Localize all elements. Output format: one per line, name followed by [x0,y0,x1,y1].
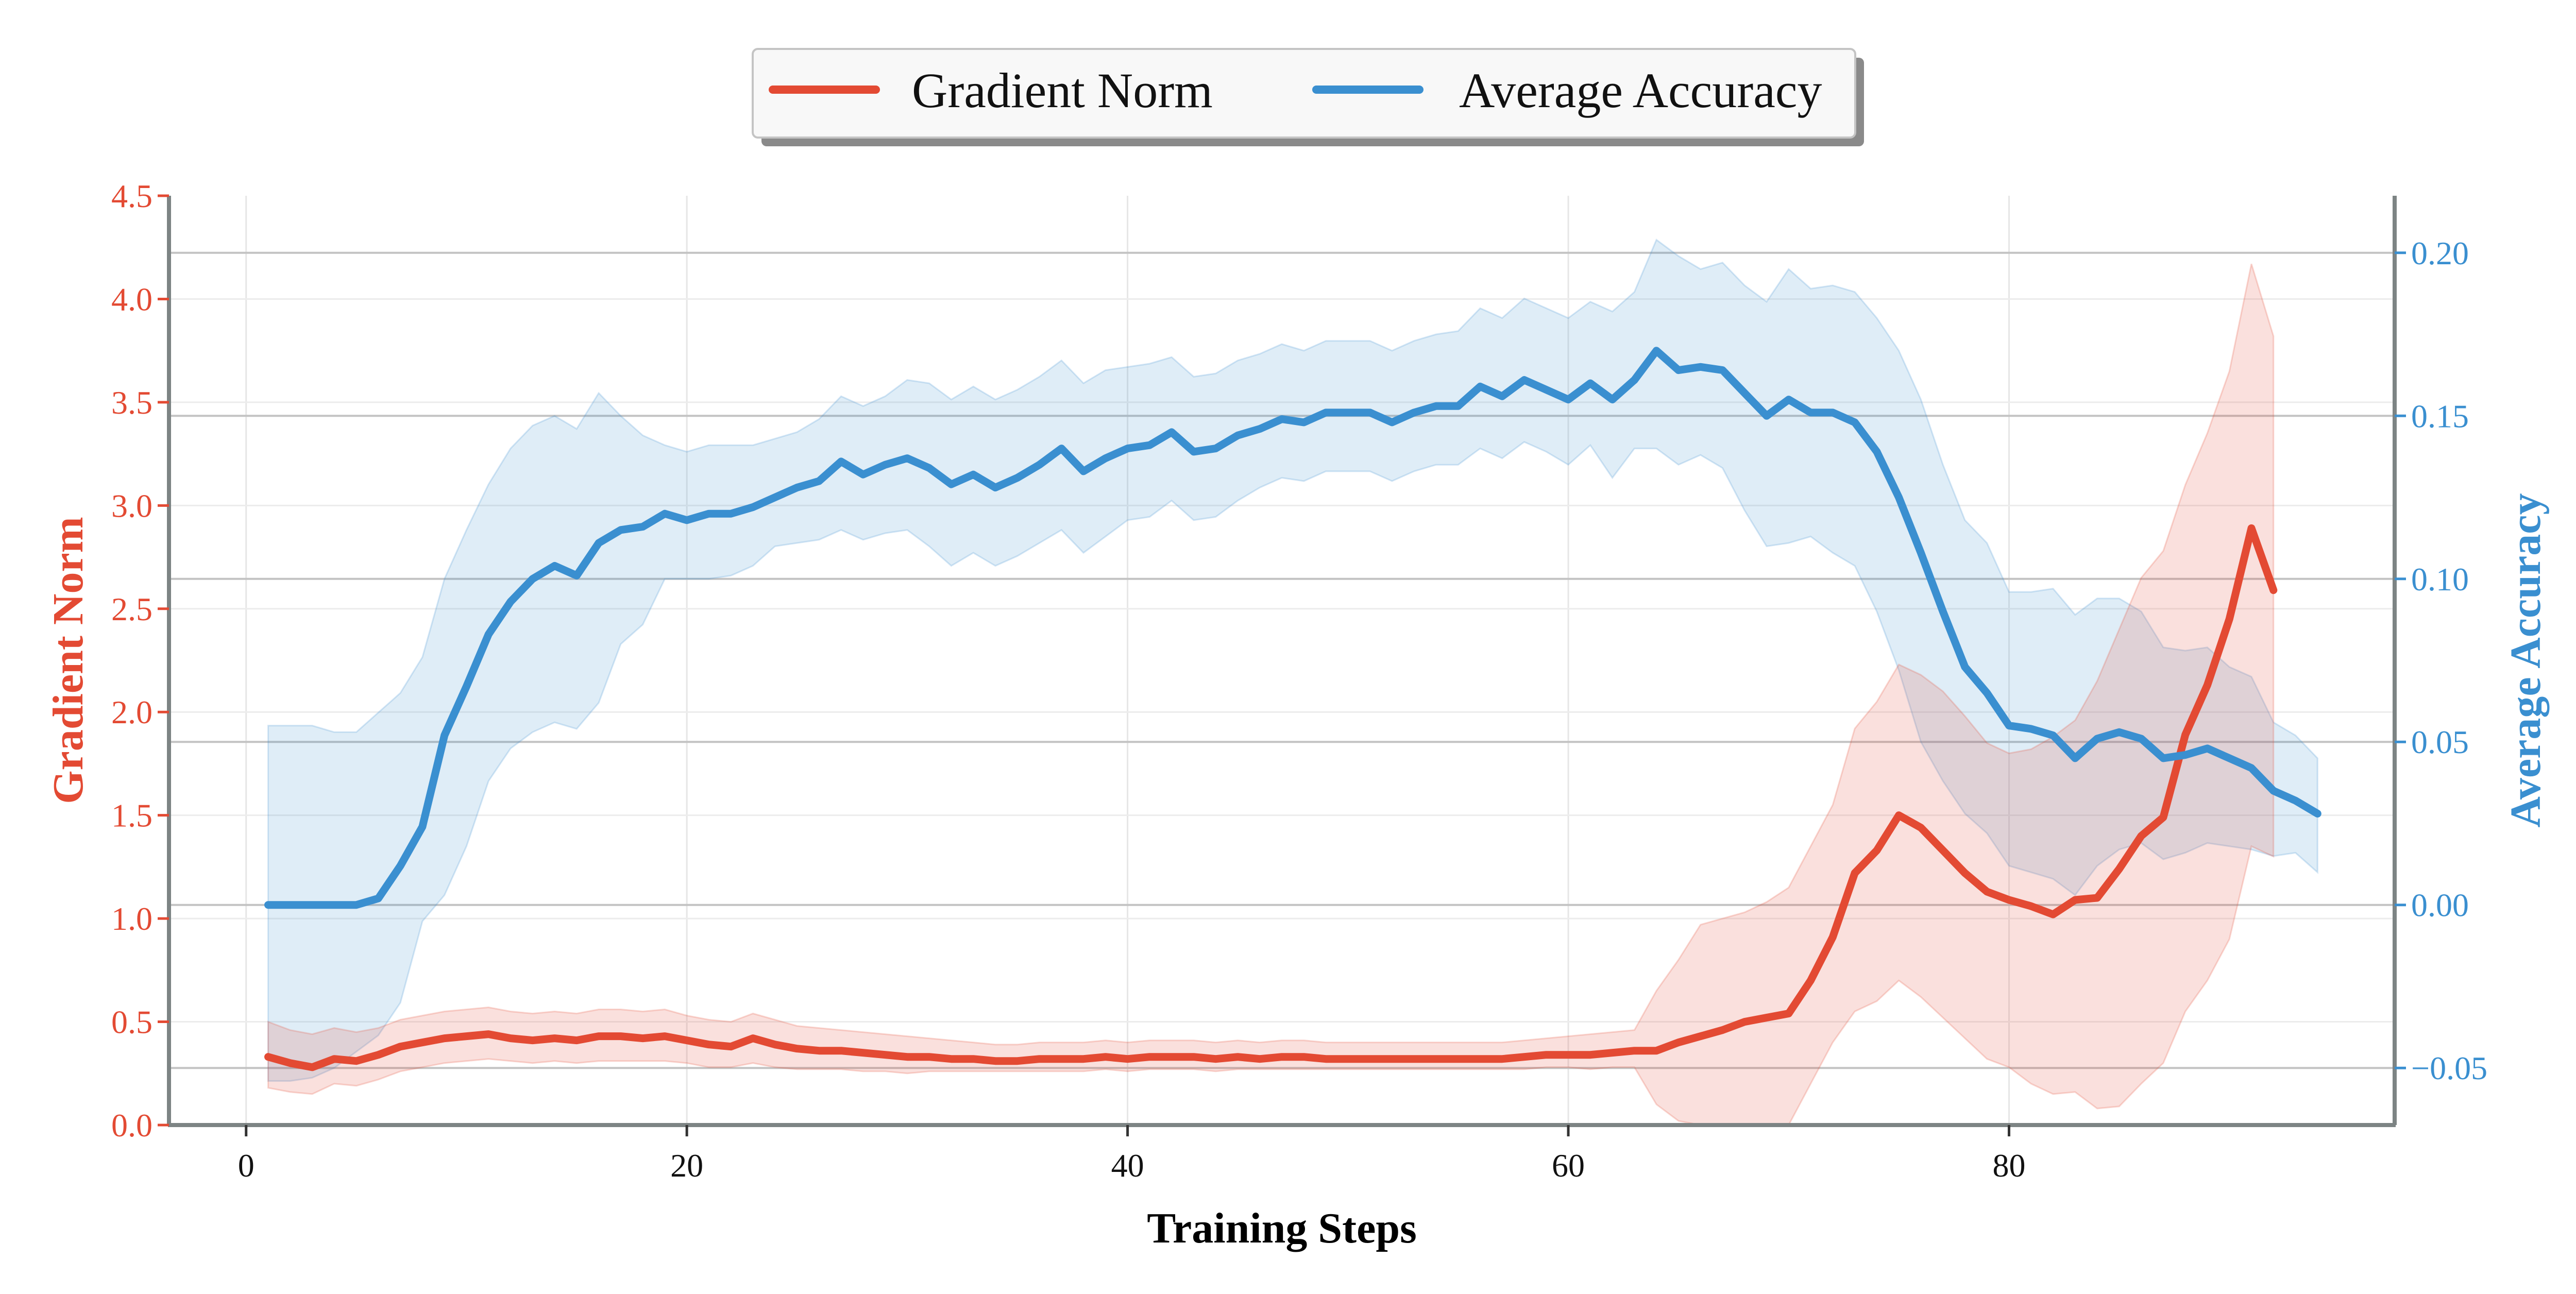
right-axis-title: Average Accuracy [2502,493,2550,827]
left-axis-title: Gradient Norm [44,517,92,804]
legend-box [752,48,1856,139]
x-tick-label: 40 [1111,1147,1144,1184]
y-left-tick-label: 2.5 [111,591,152,627]
y-left-tick-label: 1.0 [111,900,152,937]
ticks: 0 20 40 60 80 0.0 0.5 1.0 1.5 2.0 2.5 3.0 3.5 4.0 4.5 −… [111,178,2487,1184]
x-tick-label: 0 [238,1147,255,1184]
gradient-norm-line [264,524,2278,1071]
legend-label-average-accuracy: Average Accuracy [1459,63,1822,118]
y-right-tick-label: 0.15 [2411,398,2469,434]
y-left-tick-label: 0.5 [111,1004,152,1041]
series-lines [264,347,2321,1071]
y-left-tick-label: 3.5 [111,384,152,421]
y-left-tick-label: 3.0 [111,487,152,524]
y-left-tick-label: 1.5 [111,797,152,834]
y-right-tick-label: 0.20 [2411,235,2469,271]
x-tick-label: 20 [670,1147,703,1184]
axes-frame [167,196,2397,1127]
legend-label-gradient-norm: Gradient Norm [912,63,1213,118]
y-left-tick-label: 4.5 [111,178,152,214]
bands [267,239,2318,1125]
x-tick-label: 80 [1992,1147,2025,1184]
x-tick-label: 60 [1552,1147,1585,1184]
accuracy-confidence-band [267,239,2318,1082]
average-accuracy-line [264,347,2321,909]
y-right-tick-label: 0.05 [2411,724,2469,760]
y-right-tick-label: 0.10 [2411,561,2469,598]
y-left-tick-label: 0.0 [111,1107,152,1144]
y-left-tick-label: 4.0 [111,281,152,317]
x-axis-title: Training Steps [1147,1204,1417,1252]
y-right-tick-label: 0.00 [2411,887,2469,924]
y-right-tick-label: −0.05 [2411,1050,2487,1086]
legend: Gradient Norm Average Accuracy [752,48,1864,146]
y-left-tick-label: 2.0 [111,694,152,730]
gradient-norm-confidence-band [267,263,2275,1125]
